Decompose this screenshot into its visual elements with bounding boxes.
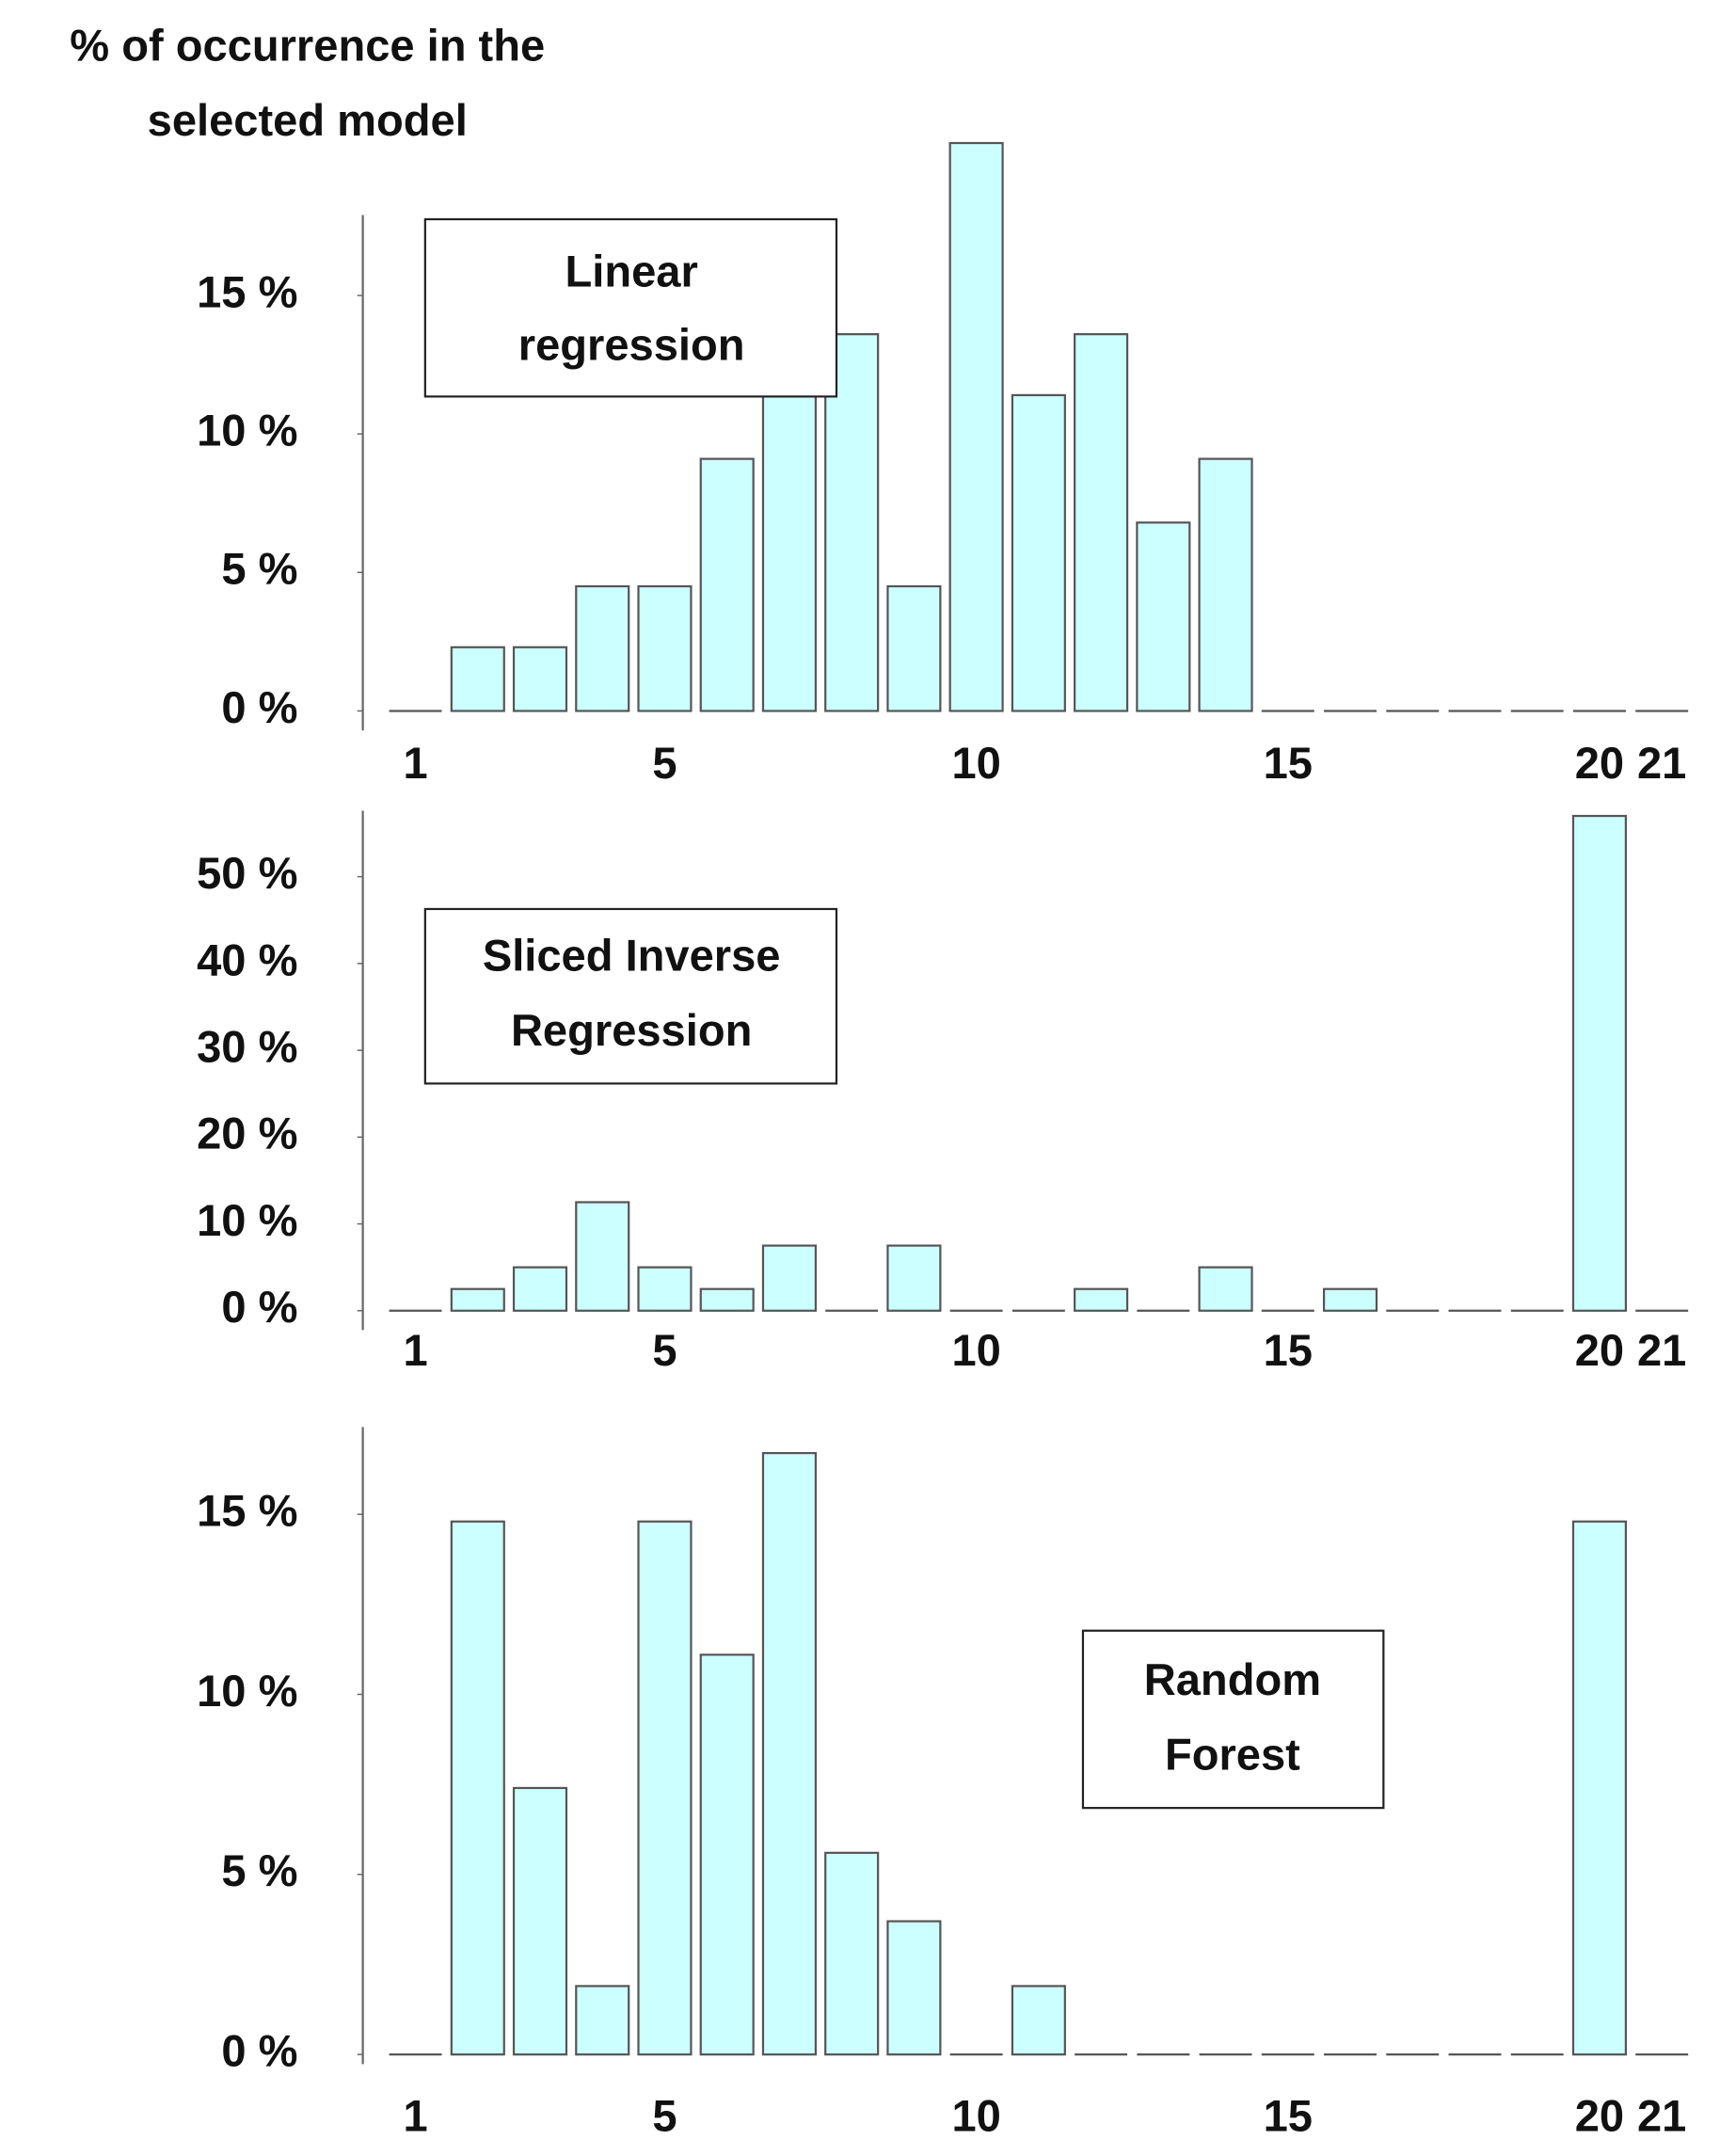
bar [886,1920,942,2056]
x-tick-label: 10 [951,738,1000,788]
x-tick-label: 20 [1575,2091,1624,2141]
x-tick-label: 20 [1575,738,1624,788]
bar [512,1266,568,1312]
bar [761,1244,818,1312]
annotation-box [1081,1629,1385,1810]
x-tick-label: 15 [1264,1325,1313,1375]
y-tick-label: 0 % [221,1282,297,1332]
bar [1011,1985,1066,2056]
x-tick-label: 15 [1264,738,1313,788]
annotation: Sliced Inverse [483,930,781,980]
y-tick-label: 20 % [197,1109,297,1158]
y-tick-label: 15 % [197,1486,297,1536]
bar [948,141,1004,712]
y-tick-label: 0 % [221,682,297,732]
bar [1011,393,1066,712]
x-tick-label: 10 [951,2091,1000,2141]
bar [699,1287,755,1312]
y-tick-label: 10 % [197,1666,297,1716]
x-tick-label: 21 [1637,1325,1686,1375]
bar [699,457,755,712]
x-tick-label: 10 [951,1325,1000,1375]
bar [1198,1266,1253,1312]
y-tick-label: 50 % [197,848,297,898]
bar [1571,814,1628,1312]
bar [575,1201,630,1312]
bar [637,584,693,712]
y-tick-label: 10 % [197,406,297,455]
y-tick-label: 40 % [197,934,297,984]
x-tick-label: 21 [1637,2091,1686,2141]
bar [450,1287,505,1312]
x-tick-label: 1 [403,1325,427,1375]
annotation-box [423,217,838,398]
x-tick-label: 5 [652,2091,677,2141]
bar [761,393,818,712]
bar [699,1653,755,2056]
x-tick-label: 20 [1575,1325,1624,1375]
x-tick-label: 21 [1637,738,1686,788]
bar [512,1786,568,2056]
annotation-box [423,907,838,1085]
bar [637,1520,693,2056]
bar [450,1520,505,2056]
y-tick-label: 15 % [197,266,297,316]
bar [575,1985,630,2056]
bar [512,646,568,712]
bar [1136,521,1191,712]
y-tick-label: 0 % [221,2026,297,2076]
annotation: regression [518,319,745,369]
bar [1074,1287,1129,1312]
x-tick-label: 5 [652,738,677,788]
y-tick-label: 30 % [197,1022,297,1072]
annotation: Regression [511,1005,752,1055]
y-tick-label: 5 % [221,544,297,594]
bar [886,584,942,712]
bar [886,1244,942,1312]
bar [575,584,630,712]
x-tick-label: 15 [1264,2091,1313,2141]
bar [761,1451,818,2056]
y-axis-title: % of occurrence in the [70,20,545,70]
x-tick-label: 5 [652,1325,677,1375]
bar [450,646,505,712]
x-tick-label: 1 [403,738,427,788]
y-tick-label: 5 % [221,1845,297,1895]
bar [1571,1520,1628,2056]
annotation: Forest [1165,1730,1300,1780]
bar [1198,457,1253,712]
annotation: Linear [565,246,698,295]
y-tick-label: 10 % [197,1195,297,1245]
bar [637,1266,693,1312]
bar [824,1851,880,2056]
x-tick-label: 1 [403,2091,427,2141]
y-axis-title: selected model [148,95,468,145]
bar [1074,333,1129,712]
annotation: Random [1144,1654,1321,1704]
bar [1322,1287,1378,1312]
